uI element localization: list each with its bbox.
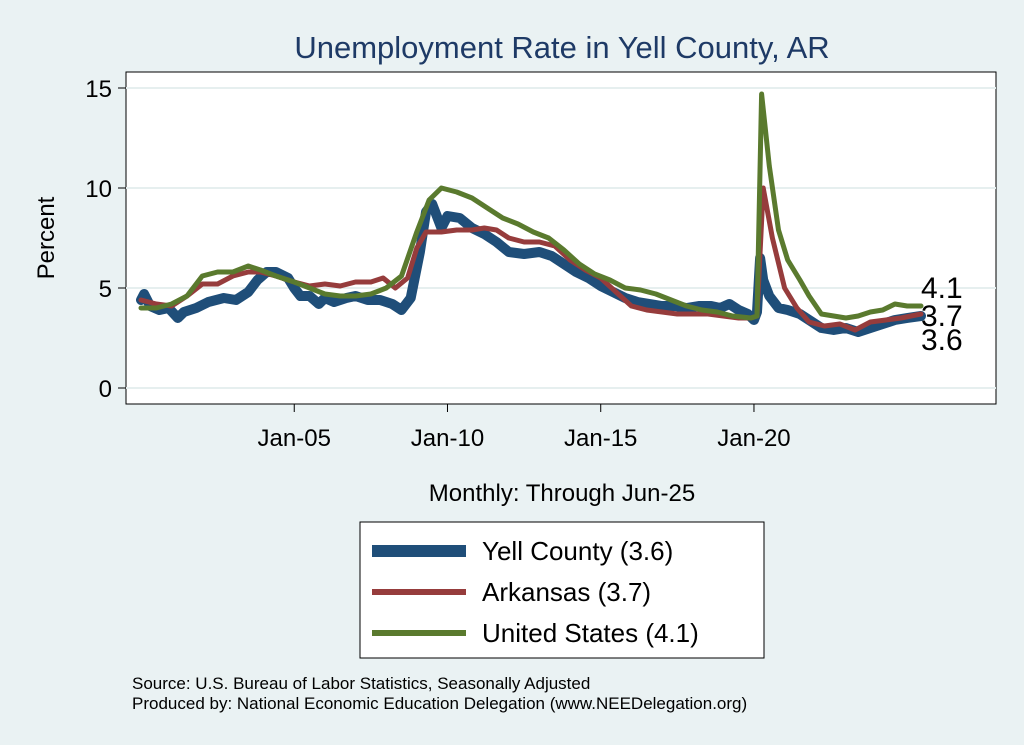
- legend-label-arkansas: Arkansas (3.7): [482, 577, 651, 607]
- series-line-2: [138, 91, 924, 321]
- x-tick-label-Jan-05: Jan-05: [258, 425, 331, 452]
- end-label-4.1: 4.1: [921, 272, 963, 305]
- series-lines: [136, 91, 926, 337]
- x-tick-label-Jan-15: Jan-15: [564, 425, 637, 452]
- y-tick-label-15: 15: [85, 76, 112, 103]
- y-tick-label-10: 10: [85, 176, 112, 203]
- gridlines: [126, 87, 996, 389]
- x-tick-label-Jan-10: Jan-10: [411, 425, 484, 452]
- y-tick-label-0: 0: [99, 376, 112, 403]
- legend-label-us: United States (4.1): [482, 618, 699, 648]
- chart-title: Unemployment Rate in Yell County, AR: [294, 30, 829, 65]
- end-value-labels: 4.13.73.6: [921, 272, 963, 357]
- legend-label-yell: Yell County (3.6): [482, 536, 673, 566]
- y-axis-title: Percent: [33, 196, 60, 279]
- y-axis: 0 5 10 15: [85, 76, 126, 403]
- end-label-3.7: 3.7: [921, 300, 963, 333]
- y-tick-label-5: 5: [99, 276, 112, 303]
- x-tick-label-Jan-20: Jan-20: [717, 425, 790, 452]
- source-note: Source: U.S. Bureau of Labor Statistics,…: [132, 674, 590, 693]
- legend: Yell County (3.6) Arkansas (3.7) United …: [359, 521, 765, 659]
- producer-note: Produced by: National Economic Education…: [132, 694, 747, 713]
- x-axis-title: Monthly: Through Jun-25: [429, 480, 695, 507]
- x-axis: Jan-05 Jan-10 Jan-15 Jan-20: [258, 404, 791, 452]
- plot-area: [125, 71, 997, 405]
- end-label-3.6: 3.6: [921, 324, 963, 357]
